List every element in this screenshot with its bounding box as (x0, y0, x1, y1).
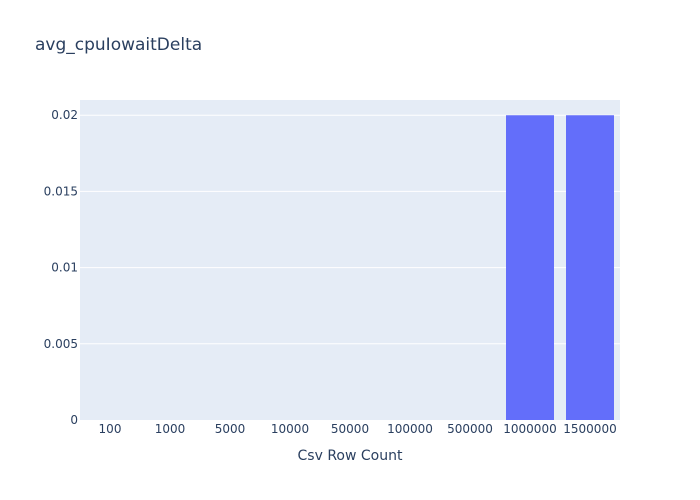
bar-1000000[interactable] (506, 115, 554, 420)
x-tick-label: 500000 (447, 422, 493, 436)
x-axis-title: Csv Row Count (298, 448, 403, 464)
y-tick-label: 0.02 (51, 108, 78, 122)
chart-title: avg_cpuIowaitDelta (35, 35, 202, 55)
bars (506, 115, 614, 420)
x-tick-label: 50000 (331, 422, 369, 436)
x-tick-label: 100 (99, 422, 122, 436)
x-tick-label: 1000000 (503, 422, 556, 436)
y-tick-label: 0.005 (44, 337, 78, 351)
x-tick-label: 1000 (155, 422, 186, 436)
x-axis-ticks: 100 1000 5000 10000 50000 100000 500000 1000000… (99, 422, 617, 436)
bar-1500000[interactable] (566, 115, 614, 420)
y-axis-ticks: 0 0.005 0.01 0.015 0.02 (44, 108, 78, 427)
y-tick-label: 0.015 (44, 184, 78, 198)
x-tick-label: 10000 (271, 422, 309, 436)
x-tick-label: 5000 (215, 422, 246, 436)
x-tick-label: 100000 (387, 422, 433, 436)
y-tick-label: 0 (70, 413, 78, 427)
x-tick-label: 1500000 (563, 422, 616, 436)
y-tick-label: 0.01 (51, 261, 78, 275)
